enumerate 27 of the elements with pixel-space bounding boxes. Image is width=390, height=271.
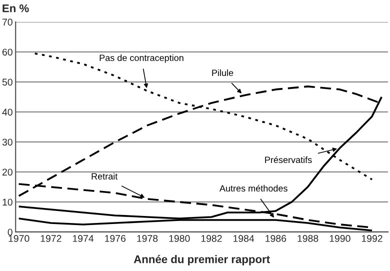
y-tick-label: 60 [2, 48, 12, 56]
x-tick-label: 1990 [330, 235, 350, 242]
text: Autres méthodes [220, 184, 288, 192]
series-label: Retrait [92, 172, 118, 180]
x-tick-label: 1980 [169, 235, 190, 242]
x-tick-label: 1978 [137, 235, 158, 242]
y-tick-label: 0 [8, 228, 12, 236]
x-tick-label: 1992 [362, 235, 382, 242]
y-tick-label: 70 [2, 18, 12, 26]
x-tick-label: 1984 [233, 235, 254, 242]
y-tick-label: 30 [2, 138, 12, 146]
x-tick-label: 1970 [8, 235, 30, 242]
x-tick-label: 1986 [266, 235, 286, 242]
y-tick-label: 40 [2, 108, 12, 116]
x-tick-label: 1972 [40, 235, 62, 242]
x-tick-label: 1982 [201, 235, 222, 242]
y-tick-label: 20 [2, 168, 12, 176]
x-tick-label: 1976 [105, 235, 126, 242]
text: Pilule [212, 69, 234, 76]
y-tick-label: 50 [2, 78, 12, 86]
x-tick-label: 1974 [72, 235, 94, 242]
x-axis-title: Année du premier rapport [134, 254, 270, 266]
x-tick-label: 1988 [298, 235, 318, 242]
y-tick-label: 10 [2, 198, 12, 206]
series-label: Préservatifs [265, 156, 312, 164]
y-axis-title: En % [2, 4, 29, 12]
series-label: Pas de contraception [100, 54, 184, 63]
